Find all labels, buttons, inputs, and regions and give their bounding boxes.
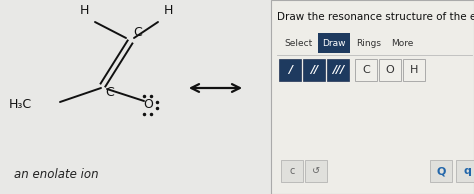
Bar (0, 0, 271, 194)
Bar (355, 59, 377, 81)
Bar (271, 0, 474, 194)
Text: C: C (133, 26, 142, 39)
Text: H: H (410, 65, 419, 75)
Bar (430, 160, 452, 182)
Bar (279, 59, 301, 81)
Text: Draw: Draw (322, 38, 346, 48)
Text: /: / (288, 65, 292, 75)
Text: C: C (105, 86, 114, 99)
Text: c: c (290, 166, 295, 176)
Text: Select: Select (284, 38, 312, 48)
Bar (318, 33, 350, 53)
Bar (379, 59, 401, 81)
Text: ///: /// (332, 65, 344, 75)
Text: H: H (80, 4, 89, 17)
Bar (403, 59, 425, 81)
Bar (456, 160, 474, 182)
Text: O: O (143, 99, 153, 112)
Text: H₃C: H₃C (9, 99, 32, 112)
Text: H: H (164, 4, 173, 17)
Text: Q: Q (436, 166, 446, 176)
Bar (303, 59, 325, 81)
Bar (327, 59, 349, 81)
Text: an enolate ion: an enolate ion (14, 169, 99, 182)
Text: //: // (310, 65, 318, 75)
Text: Rings: Rings (356, 38, 381, 48)
Text: q: q (463, 166, 471, 176)
Text: ↺: ↺ (312, 166, 320, 176)
Text: C: C (362, 65, 370, 75)
Text: More: More (391, 38, 413, 48)
Bar (305, 160, 327, 182)
Text: Draw the resonance structure of the enolate ion.: Draw the resonance structure of the enol… (277, 12, 474, 22)
Bar (281, 160, 303, 182)
Text: O: O (386, 65, 394, 75)
